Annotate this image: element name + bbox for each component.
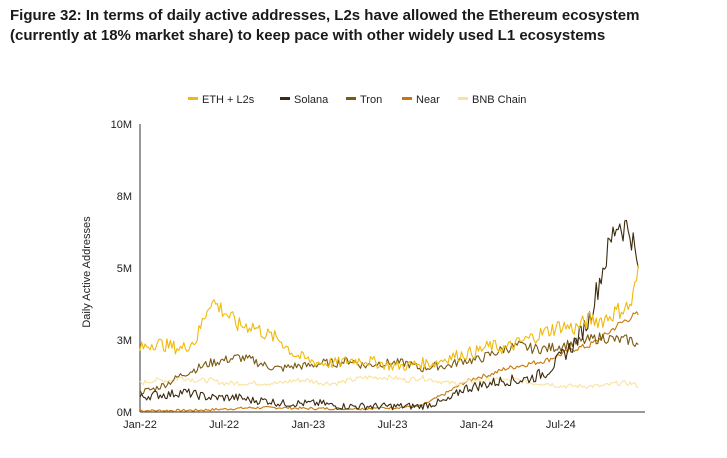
x-tick-label: Jul-23 (378, 419, 408, 431)
legend-label: Solana (294, 94, 329, 106)
series-line-bnb-chain (139, 374, 639, 389)
y-axis: 0M 3M 5M 8M 10M (111, 119, 141, 419)
plot-area (139, 219, 639, 413)
legend-swatch (346, 97, 356, 100)
x-tick-label: Jan-23 (292, 419, 326, 431)
legend-label: ETH + L2s (202, 94, 255, 106)
x-tick-label: Jul-22 (209, 419, 239, 431)
y-tick-label: 0M (117, 407, 132, 419)
legend-swatch (188, 97, 198, 100)
legend-label: Tron (360, 94, 382, 106)
legend-swatch (402, 97, 412, 100)
y-tick-label: 3M (117, 335, 132, 347)
y-tick-label: 10M (111, 119, 132, 131)
legend-swatch (458, 97, 468, 100)
legend: ETH + L2s Solana Tron Near BNB Chain (188, 94, 526, 106)
y-tick-label: 8M (117, 191, 132, 203)
series-line-eth-l2s (139, 264, 639, 371)
chart-title: Figure 32: In terms of daily active addr… (10, 7, 640, 44)
y-tick-label: 5M (117, 263, 132, 275)
x-tick-label: Jan-22 (123, 419, 157, 431)
legend-label: Near (416, 94, 440, 106)
y-axis-label: Daily Active Addresses (81, 216, 93, 328)
legend-label: BNB Chain (472, 94, 526, 106)
series-line-tron (139, 332, 639, 395)
legend-swatch (280, 97, 290, 100)
x-tick-label: Jul-24 (546, 419, 576, 431)
series-line-solana (139, 219, 639, 411)
x-tick-label: Jan-24 (460, 419, 494, 431)
x-axis: Jan-22 Jul-22 Jan-23 Jul-23 Jan-24 Jul-24 (123, 411, 645, 431)
